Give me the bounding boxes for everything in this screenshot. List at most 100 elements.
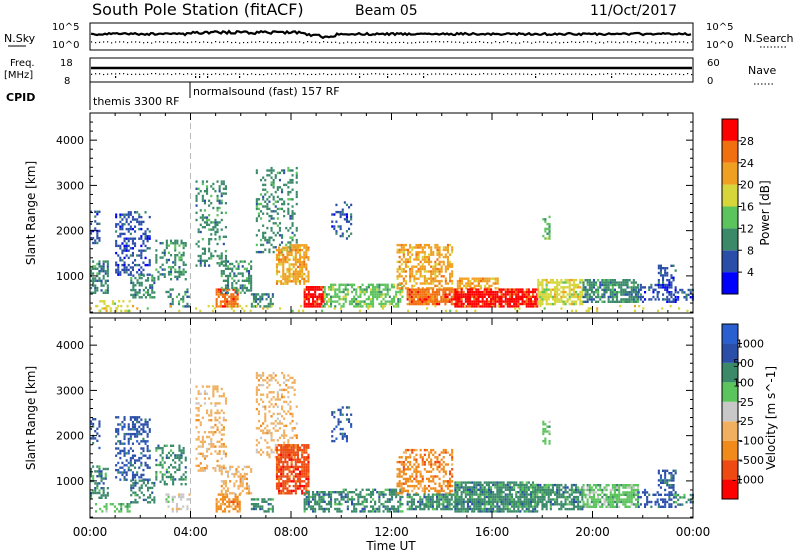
echo-cell — [140, 266, 143, 269]
echo-cell — [282, 277, 285, 281]
echo-cell — [276, 393, 279, 396]
echo-cell — [241, 272, 244, 275]
echo-cluster — [637, 283, 659, 303]
echo-cell — [572, 283, 575, 287]
search-noise-point — [667, 42, 669, 44]
echo-cell — [100, 270, 103, 273]
echo-cell — [126, 505, 129, 508]
echo-cell — [249, 309, 252, 313]
y-tick-label: 1000 — [56, 270, 84, 283]
echo-cell — [222, 187, 225, 190]
echo-cell — [511, 293, 514, 296]
echo-cell — [581, 293, 584, 296]
echo-cell — [494, 287, 497, 290]
echo-cell — [404, 275, 407, 278]
echo-cell — [94, 239, 97, 242]
echo-cell — [575, 300, 578, 303]
echo-cell — [127, 449, 130, 453]
echo-cell — [295, 434, 298, 437]
echo-cell — [303, 507, 306, 511]
echo-cell — [670, 274, 673, 277]
echo-cell — [305, 495, 308, 499]
echo-cell — [218, 445, 221, 448]
echo-cell — [125, 459, 128, 462]
search-noise-point — [575, 41, 577, 43]
echo-cell — [255, 398, 258, 401]
echo-cell — [341, 210, 344, 214]
echo-cell — [303, 246, 306, 249]
echo-cell — [419, 282, 422, 285]
echo-cell — [95, 304, 98, 308]
echo-cell — [224, 302, 227, 306]
nave-point — [535, 73, 537, 75]
echo-cell — [558, 300, 561, 303]
echo-cell — [446, 298, 449, 301]
echo-cell — [127, 213, 130, 216]
echo-cell — [399, 283, 402, 286]
echo-cell — [303, 302, 306, 306]
echo-cell — [216, 402, 219, 405]
echo-cell — [575, 290, 578, 294]
echo-cell — [408, 298, 411, 301]
echo-cell — [138, 456, 141, 460]
echo-cell — [689, 291, 692, 294]
nave-point — [399, 73, 401, 76]
echo-cell — [106, 274, 109, 278]
echo-cell — [161, 263, 164, 266]
echo-cell — [346, 491, 349, 494]
echo-cell — [348, 234, 351, 238]
echo-cell — [303, 258, 306, 261]
echo-cell — [305, 444, 308, 447]
echo-cell — [262, 236, 265, 239]
echo-cell — [216, 262, 219, 265]
echo-cell — [266, 453, 269, 456]
echo-cell — [564, 278, 567, 282]
echo-cell — [355, 288, 358, 291]
echo-cell — [378, 288, 381, 291]
echo-cell — [231, 472, 234, 476]
echo-cell — [423, 277, 426, 280]
echo-cell — [167, 295, 170, 298]
nave-point — [95, 73, 97, 75]
echo-cell — [146, 425, 149, 429]
echo-cell — [659, 283, 662, 287]
echo-cell — [195, 419, 198, 422]
echo-cell — [291, 236, 294, 239]
echo-cell — [299, 487, 302, 490]
nave-point — [375, 73, 377, 75]
echo-cell — [236, 302, 239, 306]
echo-cell — [336, 295, 339, 298]
echo-cell — [361, 503, 364, 506]
echo-cell — [147, 479, 150, 482]
echo-cell — [487, 290, 490, 294]
echo-cell — [506, 288, 509, 291]
echo-cell — [428, 253, 431, 256]
echo-cell — [599, 286, 602, 289]
echo-cell — [224, 503, 227, 506]
echo-cell — [238, 500, 241, 503]
echo-cell — [98, 491, 101, 495]
echo-cell — [155, 449, 158, 452]
echo-cell — [494, 279, 497, 283]
echo-cell — [624, 281, 627, 284]
echo-cell — [295, 436, 298, 440]
nave-point — [263, 73, 265, 76]
echo-cell — [305, 456, 308, 459]
echo-cell — [372, 286, 375, 289]
echo-cell — [296, 260, 299, 264]
echo-cell — [541, 290, 544, 294]
echo-cell — [425, 255, 428, 259]
echo-cell — [218, 235, 221, 238]
echo-cell — [222, 464, 225, 467]
echo-cell — [278, 436, 281, 440]
echo-cell — [231, 286, 234, 290]
echo-cell — [444, 279, 447, 283]
echo-cell — [450, 302, 453, 306]
colorbar-tick-label: 12 — [740, 222, 754, 235]
echo-cell — [532, 288, 535, 291]
echo-cell — [353, 505, 356, 508]
echo-cell — [487, 300, 490, 303]
echo-cell — [284, 260, 287, 264]
echo-cell — [261, 507, 264, 511]
